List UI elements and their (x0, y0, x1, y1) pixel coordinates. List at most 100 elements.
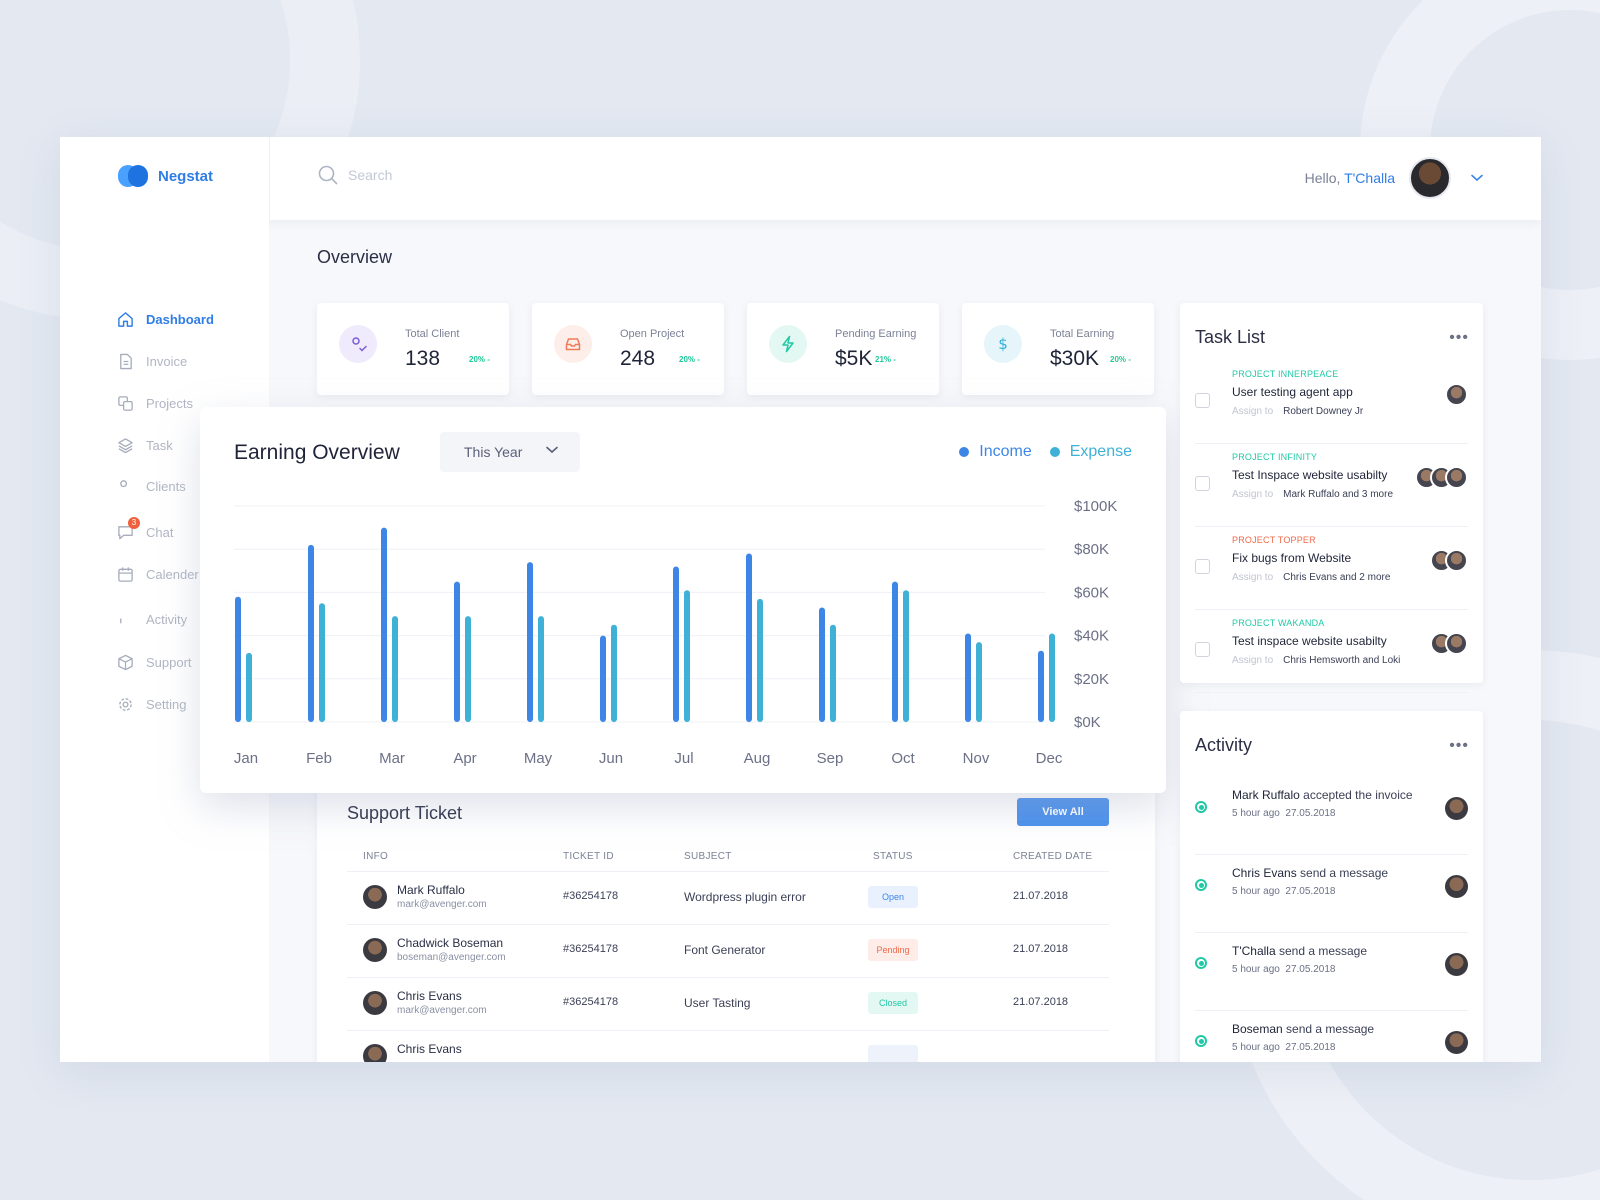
activity-action: send a message (1296, 866, 1389, 880)
stat-change: 20% - (1110, 355, 1131, 364)
bar-expense-jul[interactable] (684, 590, 690, 722)
x-tick-label: May (524, 750, 553, 767)
table-row[interactable]: Chris Evans (347, 1030, 1109, 1062)
search-bar (318, 165, 548, 185)
sidebar-item-label: Activity (146, 611, 188, 627)
bar-income-dec[interactable] (1038, 650, 1044, 722)
activity-item[interactable]: Chris Evans send a message 5 hour ago 27.… (1195, 855, 1468, 933)
bar-income-jun[interactable] (600, 635, 606, 722)
x-tick-label: Jul (674, 750, 693, 767)
activity-meta: 5 hour ago 27.05.2018 (1232, 1042, 1335, 1053)
task-item[interactable]: PROJECT TOPPER Fix bugs from Website Assig… (1195, 527, 1468, 610)
stat-card-open-project[interactable]: Open Project 248 20% - (532, 303, 724, 395)
bar-expense-jan[interactable] (246, 652, 252, 722)
bar-expense-aug[interactable] (757, 598, 763, 722)
bar-income-nov[interactable] (965, 633, 971, 722)
avatar (363, 938, 387, 962)
sidebar-item-calender[interactable]: Calender (116, 565, 199, 583)
y-tick-label: $20K (1074, 671, 1109, 688)
table-row[interactable]: Chadwick Boseman boseman@avenger.com #3625… (347, 924, 1109, 977)
activity-item[interactable]: Boseman send a message 5 hour ago 27.05.2… (1195, 1011, 1468, 1062)
bar-income-oct[interactable] (892, 581, 898, 722)
bar-expense-jun[interactable] (611, 624, 617, 722)
bar-expense-mar[interactable] (392, 616, 398, 722)
sidebar-item-support[interactable]: Support (116, 653, 192, 671)
bar-expense-oct[interactable] (903, 590, 909, 722)
sidebar-item-dashboard[interactable]: Dashboard (116, 310, 214, 328)
task-checkbox[interactable] (1195, 642, 1210, 657)
column-header-status: STATUS (873, 851, 913, 862)
bar-expense-dec[interactable] (1049, 633, 1055, 722)
view-all-button[interactable]: View All (1017, 798, 1109, 826)
bar-expense-sep[interactable] (830, 624, 836, 722)
table-row[interactable]: Chris Evans mark@avenger.com #36254178 User… (347, 977, 1109, 1030)
task-assignment: Assign to Chris Hemsworth and Loki (1232, 655, 1400, 666)
bar-income-jan[interactable] (235, 596, 241, 722)
period-select[interactable]: This Year (440, 432, 580, 472)
sidebar-item-activity[interactable]: Activity (116, 610, 187, 628)
stat-card-total-client[interactable]: Total Client 138 20% - (317, 303, 509, 395)
activity-ago: 5 hour ago (1232, 1042, 1280, 1053)
user-avatar[interactable] (1409, 157, 1451, 199)
bar-income-sep[interactable] (819, 607, 825, 722)
ticket-client-email: mark@avenger.com (397, 899, 487, 910)
bar-income-jul[interactable] (673, 566, 679, 722)
activity-date: 27.05.2018 (1285, 964, 1336, 975)
task-checkbox[interactable] (1195, 393, 1210, 408)
bar-income-aug[interactable] (746, 553, 752, 722)
sidebar-item-setting[interactable]: Setting (116, 695, 186, 713)
bar-expense-feb[interactable] (319, 603, 325, 722)
bar-income-feb[interactable] (308, 544, 314, 722)
task-item[interactable]: PROJECT INNERPEACE User testing agent app… (1195, 361, 1468, 444)
bolt-icon (769, 325, 807, 363)
sidebar-item-clients[interactable]: Clients (116, 477, 186, 495)
bar-expense-may[interactable] (538, 616, 544, 722)
sidebar-item-label: Clients (146, 478, 186, 494)
brand[interactable]: Negstat (118, 165, 213, 187)
task-item[interactable]: PROJECT INFINITY Test Inspace website usa… (1195, 444, 1468, 527)
legend-income[interactable]: Income (959, 443, 1032, 461)
task-checkbox[interactable] (1195, 476, 1210, 491)
more-options-icon[interactable]: ••• (1449, 329, 1469, 346)
task-item[interactable]: PROJECT WAKANDA Test inspace website usab… (1195, 610, 1468, 693)
sidebar-item-label: Calender (146, 566, 199, 582)
brand-name: Negstat (158, 167, 214, 185)
bar-income-may[interactable] (527, 562, 533, 722)
ticket-id: #36254178 (563, 943, 619, 955)
status-badge: Pending (868, 939, 918, 961)
ticket-client-email: mark@avenger.com (397, 1005, 487, 1016)
sidebar-item-chat[interactable]: 3 Chat (116, 517, 173, 541)
sidebar-item-projects[interactable]: Projects (116, 394, 193, 412)
stat-card-pending-earning[interactable]: Pending Earning $5K 21% - (747, 303, 939, 395)
table-row[interactable]: Mark Ruffalo mark@avenger.com #36254178 Wor… (347, 871, 1109, 924)
activity-text: Mark Ruffalo accepted the invoice (1232, 788, 1413, 802)
task-checkbox[interactable] (1195, 559, 1210, 574)
more-options-icon[interactable]: ••• (1449, 737, 1469, 754)
bar-income-apr[interactable] (454, 581, 460, 722)
activity-item[interactable]: T'Challa send a message 5 hour ago 27.05.… (1195, 933, 1468, 1011)
chevron-down-icon[interactable] (1471, 174, 1483, 182)
activity-item[interactable]: Mark Ruffalo accepted the invoice 5 hour … (1195, 777, 1468, 855)
search-input[interactable] (348, 167, 548, 183)
bar-expense-nov[interactable] (976, 642, 982, 722)
dollar-icon: $ (984, 325, 1022, 363)
task-assignee: Chris Evans and 2 more (1283, 572, 1391, 583)
activity-actor: Boseman (1232, 1022, 1283, 1036)
ticket-subject: User Tasting (684, 996, 751, 1010)
ticket-client-name: Mark Ruffalo (397, 883, 465, 897)
ticket-created-date: 21.07.2018 (1013, 996, 1069, 1008)
sidebar-item-invoice[interactable]: Invoice (116, 352, 187, 370)
bell-icon (116, 610, 134, 628)
page-title: Overview (317, 247, 393, 267)
bar-income-mar[interactable] (381, 527, 387, 722)
copy-icon (116, 394, 134, 412)
sidebar-item-task[interactable]: Task (116, 436, 173, 454)
stat-card-total-earning[interactable]: $ Total Earning $30K 20% - (962, 303, 1154, 395)
earning-overview-card: Earning Overview This Year Income Expens… (200, 407, 1166, 793)
assignee-avatars (1430, 632, 1468, 655)
user-menu[interactable]: Hello, T'Challa (1305, 157, 1483, 199)
legend-expense[interactable]: Expense (1049, 443, 1132, 461)
stat-label: Pending Earning (835, 328, 917, 340)
avatar (1445, 1031, 1468, 1054)
bar-expense-apr[interactable] (465, 616, 471, 722)
